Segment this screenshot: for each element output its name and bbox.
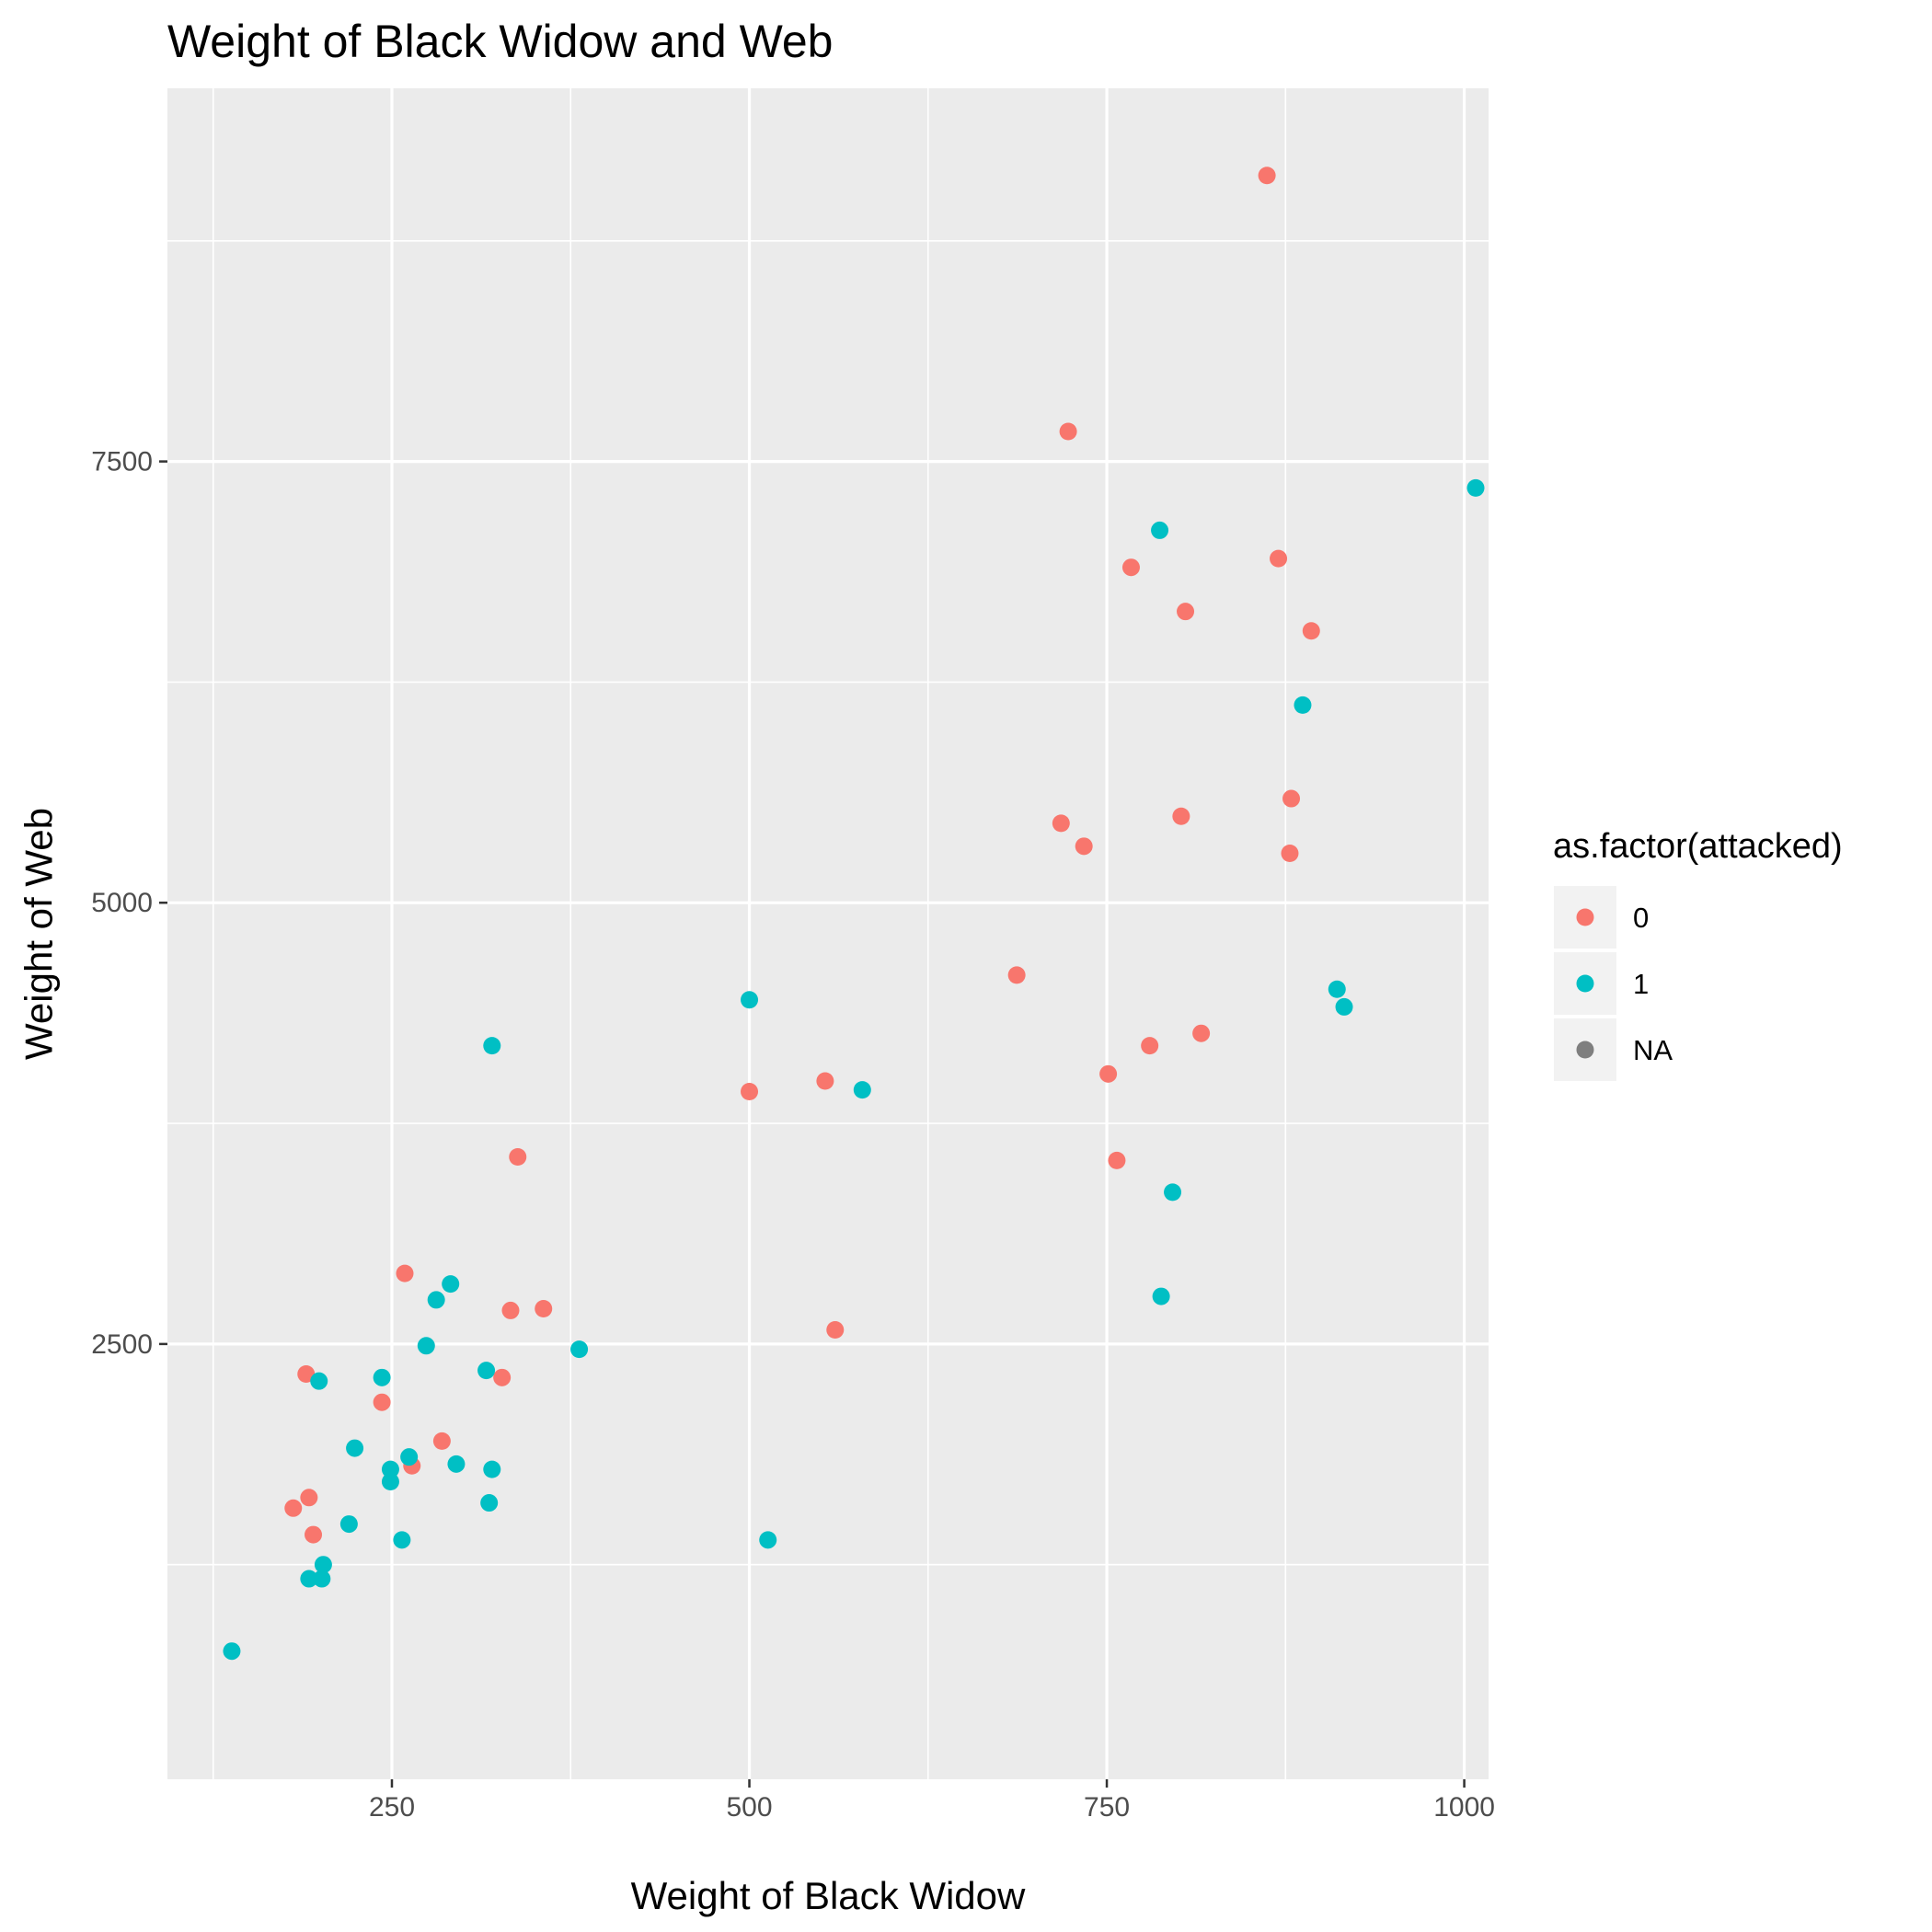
data-point-series-0 — [816, 1072, 834, 1090]
data-point-series-1 — [381, 1460, 399, 1478]
y-tick-label: 2500 — [91, 1329, 153, 1360]
data-point-series-0 — [284, 1499, 303, 1517]
data-point-series-0 — [1108, 1151, 1126, 1169]
data-point-series-1 — [427, 1291, 445, 1309]
data-point-series-0 — [1172, 807, 1190, 825]
chart-title: Weight of Black Widow and Web — [167, 16, 834, 67]
data-point-series-1 — [314, 1556, 332, 1574]
data-point-series-1 — [483, 1037, 501, 1055]
data-point-series-1 — [570, 1340, 589, 1359]
legend-entry-label: NA — [1633, 1034, 1673, 1066]
data-point-series-1 — [1294, 696, 1312, 714]
data-point-series-0 — [373, 1393, 391, 1411]
data-point-series-0 — [1099, 1064, 1118, 1083]
y-tick-label: 5000 — [91, 888, 153, 918]
data-point-series-1 — [346, 1439, 364, 1457]
data-point-series-0 — [1121, 558, 1140, 577]
data-point-series-1 — [1328, 980, 1346, 998]
legend-entry-label: 0 — [1633, 902, 1649, 934]
axis-ticks: 250 500 750 1000 2500 5000 7500 — [91, 447, 1495, 1823]
data-point-series-1 — [853, 1081, 871, 1099]
panel-background — [167, 88, 1489, 1779]
data-point-series-0 — [1141, 1037, 1159, 1055]
legend-entry-label: 1 — [1633, 968, 1649, 1000]
data-point-series-0 — [741, 1083, 759, 1101]
data-point-series-0 — [305, 1525, 323, 1544]
data-point-series-1 — [447, 1455, 466, 1473]
data-point-series-0 — [826, 1321, 845, 1340]
data-point-series-0 — [1282, 789, 1301, 808]
data-point-series-1 — [483, 1460, 501, 1478]
data-point-series-1 — [373, 1368, 391, 1386]
data-point-series-1 — [417, 1337, 435, 1355]
data-point-series-1 — [759, 1531, 777, 1549]
plot-panel — [167, 88, 1489, 1779]
data-point-series-0 — [300, 1489, 318, 1507]
x-tick-label: 1000 — [1433, 1792, 1495, 1823]
data-point-series-0 — [396, 1264, 414, 1282]
data-point-series-1 — [223, 1642, 241, 1661]
legend-title: as.factor(attacked) — [1553, 827, 1843, 866]
data-point-series-0 — [1059, 422, 1077, 441]
data-point-series-1 — [393, 1531, 411, 1549]
data-point-series-0 — [1007, 966, 1026, 984]
data-point-series-0 — [535, 1300, 553, 1318]
y-tick-label: 7500 — [91, 447, 153, 477]
data-point-series-0 — [509, 1148, 527, 1167]
data-point-series-1 — [442, 1275, 460, 1294]
data-point-series-1 — [1466, 478, 1485, 497]
data-points — [223, 167, 1485, 1661]
data-point-series-1 — [339, 1515, 358, 1534]
data-point-series-0 — [1177, 603, 1195, 621]
data-point-series-0 — [1258, 167, 1276, 185]
data-point-series-1 — [400, 1448, 419, 1466]
x-tick-label: 500 — [726, 1792, 772, 1823]
legend-key-symbol — [1576, 1041, 1594, 1059]
data-point-series-0 — [1052, 814, 1070, 833]
data-point-series-1 — [313, 1570, 331, 1588]
data-point-series-1 — [1151, 521, 1169, 539]
data-point-series-1 — [381, 1473, 399, 1491]
data-point-series-0 — [1270, 549, 1288, 568]
data-point-series-0 — [501, 1301, 520, 1319]
data-point-series-0 — [1302, 622, 1320, 640]
data-point-series-0 — [1192, 1024, 1211, 1042]
x-axis-title: Weight of Black Widow — [631, 1874, 1026, 1917]
data-point-series-0 — [432, 1432, 451, 1450]
data-point-series-0 — [493, 1368, 512, 1386]
data-point-series-1 — [1335, 997, 1353, 1016]
data-point-series-1 — [741, 991, 759, 1009]
data-point-series-1 — [1152, 1287, 1170, 1305]
data-point-series-1 — [1164, 1183, 1182, 1202]
data-point-series-1 — [477, 1362, 496, 1380]
legend: as.factor(attacked) 0 1 NA — [1553, 827, 1843, 1081]
legend-key-symbol — [1576, 908, 1594, 926]
y-axis-title: Weight of Web — [17, 808, 61, 1060]
data-point-series-0 — [1075, 837, 1093, 856]
data-point-series-1 — [300, 1570, 318, 1588]
legend-key-symbol — [1576, 974, 1594, 993]
x-tick-label: 750 — [1084, 1792, 1130, 1823]
data-point-series-0 — [297, 1364, 316, 1383]
data-point-series-0 — [1281, 845, 1299, 863]
x-tick-label: 250 — [369, 1792, 415, 1823]
data-point-series-1 — [480, 1494, 499, 1512]
data-point-series-1 — [310, 1372, 328, 1390]
